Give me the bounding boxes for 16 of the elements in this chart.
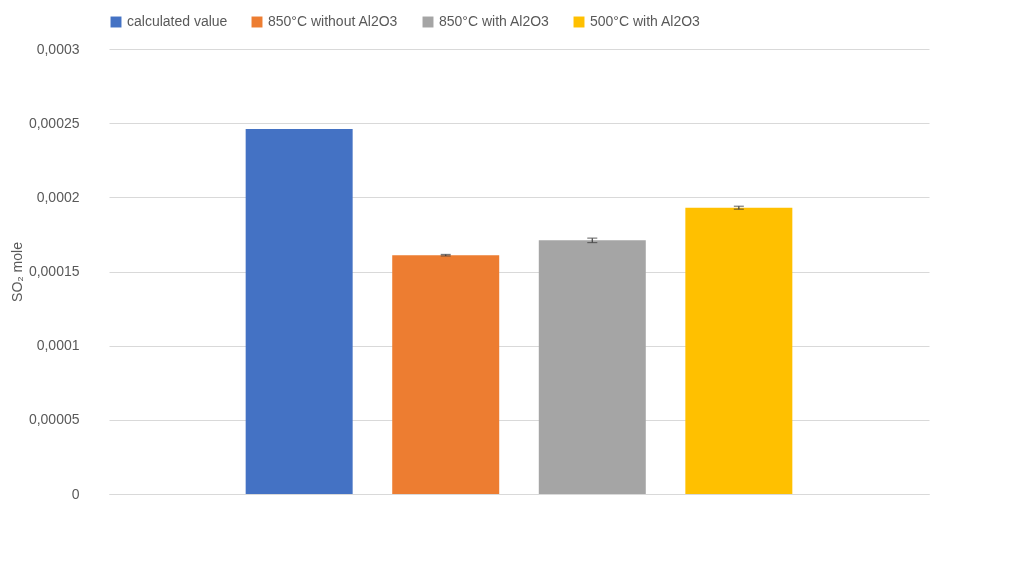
y-tick-label: 0,0001 — [36, 337, 80, 354]
y-tick-label: 0,00025 — [28, 114, 80, 131]
y-tick-label: 0,0002 — [36, 188, 80, 205]
legend-label: calculated value — [127, 13, 228, 29]
bar — [392, 255, 500, 494]
y-tick-label: 0 — [71, 485, 80, 502]
legend-label: 850°C with Al2O3 — [439, 13, 550, 29]
bar — [685, 207, 793, 494]
y-axis-title: SO₂ mole — [8, 241, 25, 302]
legend-label: 850°C without Al2O3 — [268, 13, 398, 29]
bar — [538, 240, 646, 494]
y-tick-label: 0,00015 — [28, 263, 80, 279]
y-tick-label: 0,0003 — [36, 40, 80, 57]
legend-label: 500°C with Al2O3 — [590, 13, 701, 29]
bar — [245, 129, 353, 494]
y-tick-label: 0,00005 — [28, 411, 80, 428]
